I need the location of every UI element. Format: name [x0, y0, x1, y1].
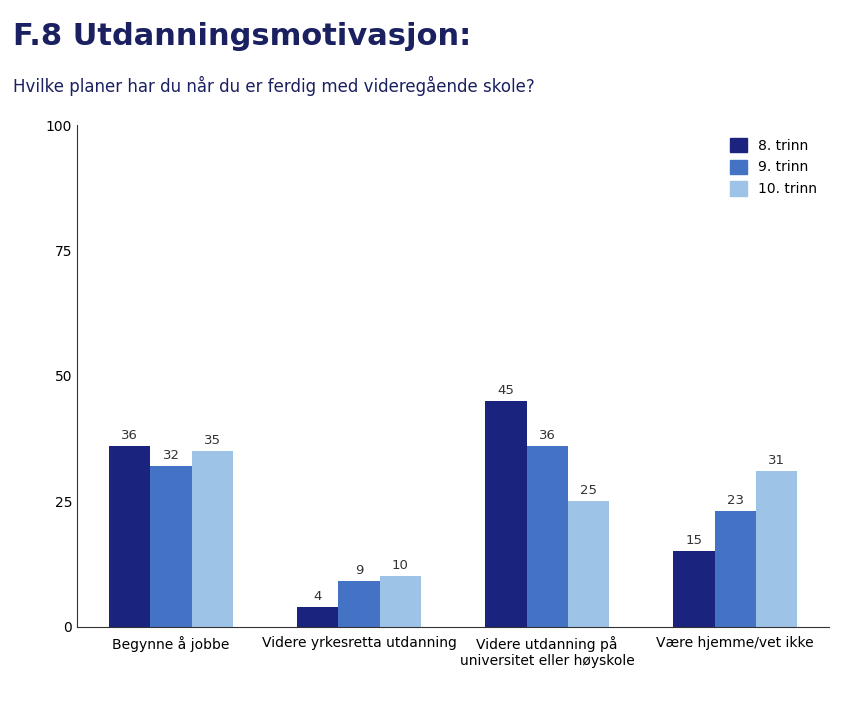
Bar: [150, 466, 192, 627]
Text: Hvilke planer har du når du er ferdig med videregående skole?: Hvilke planer har du når du er ferdig me…: [13, 75, 534, 96]
Legend: 8. trinn, 9. trinn, 10. trinn: 8. trinn, 9. trinn, 10. trinn: [724, 132, 823, 201]
Text: 36: 36: [539, 429, 556, 442]
Text: 15: 15: [686, 534, 703, 548]
Text: 36: 36: [121, 429, 138, 442]
Text: 25: 25: [580, 484, 597, 497]
Text: F.8 Utdanningsmotivasjon:: F.8 Utdanningsmotivasjon:: [13, 23, 471, 51]
Bar: [715, 511, 756, 627]
Bar: [109, 446, 150, 627]
Text: 4: 4: [314, 589, 321, 603]
Text: 31: 31: [768, 454, 785, 467]
Text: 23: 23: [727, 494, 744, 508]
Bar: [192, 451, 233, 627]
Bar: [568, 501, 610, 627]
Text: 9: 9: [355, 565, 363, 577]
Text: 10: 10: [392, 560, 409, 572]
Text: 32: 32: [162, 449, 180, 462]
Bar: [527, 446, 568, 627]
Text: 45: 45: [498, 384, 514, 397]
Bar: [297, 607, 339, 627]
Bar: [756, 471, 798, 627]
Bar: [673, 551, 715, 627]
Text: 35: 35: [203, 434, 221, 447]
Bar: [485, 401, 527, 627]
Bar: [380, 577, 422, 627]
Bar: [339, 582, 380, 627]
